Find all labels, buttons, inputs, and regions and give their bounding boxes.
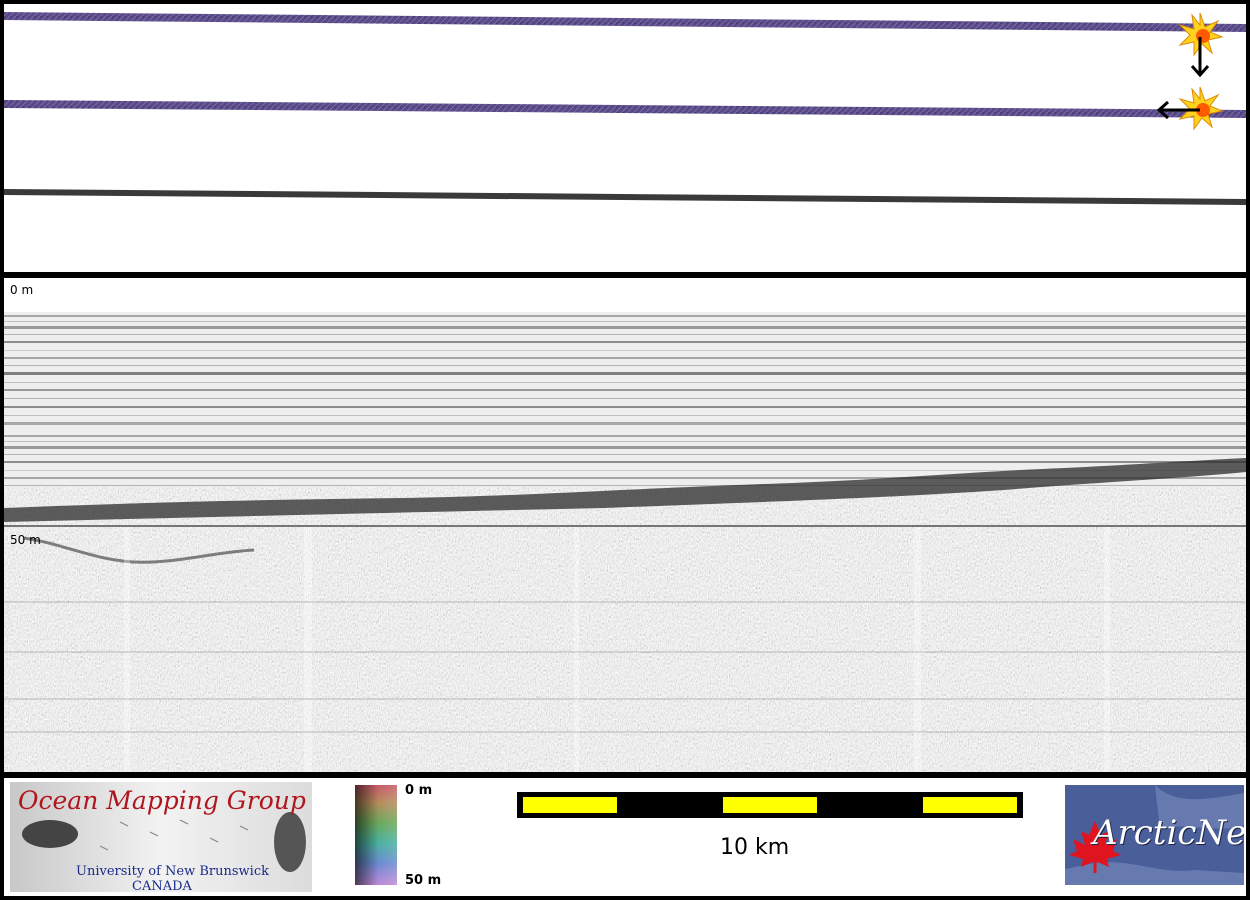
sonar-image <box>4 312 1246 772</box>
subbottom-profile-panel: 0 m <box>4 278 1246 772</box>
track-lines <box>4 12 1246 205</box>
arrow-down-icon <box>1190 37 1210 78</box>
colorbar-bottom-label: 50 m <box>405 873 442 888</box>
omg-subtitle-university: University of New Brunswick <box>76 864 269 879</box>
arcticnet-wordmark: ArcticNet <box>1093 813 1244 853</box>
colorbar-top-label: 0 m <box>405 783 433 798</box>
vessel-silhouette-icon <box>22 820 78 848</box>
track-swath-2 <box>4 100 1246 118</box>
scale-bar-segment <box>723 797 817 813</box>
track-swath-1 <box>4 12 1246 32</box>
legend-panel: Ocean Mapping Group University of New Br… <box>4 778 1246 896</box>
depth-colorbar <box>355 785 397 885</box>
scale-bar-segment <box>523 797 617 813</box>
track-swath-3 <box>4 189 1246 205</box>
arrow-left-icon <box>1156 100 1200 120</box>
vertical-streaks <box>124 527 1110 772</box>
scale-bar-label: 10 km <box>720 835 790 860</box>
scale-bar <box>517 792 1023 818</box>
scale-bar-segment <box>923 797 1017 813</box>
depth-label-top: 0 m <box>10 283 34 297</box>
maple-leaf-icon <box>1069 821 1121 873</box>
ocean-mapping-group-logo: Ocean Mapping Group University of New Br… <box>10 782 312 894</box>
track-map-panel <box>4 4 1246 272</box>
seafloor-reflector <box>4 458 1246 522</box>
arcticnet-logo: ArcticNet <box>1065 785 1244 885</box>
starburst-icon <box>1178 86 1224 131</box>
omg-title: Ocean Mapping Group <box>18 786 306 815</box>
omg-subtitle-country: CANADA <box>132 879 192 894</box>
depth-label-mid: 50 m <box>10 533 41 547</box>
